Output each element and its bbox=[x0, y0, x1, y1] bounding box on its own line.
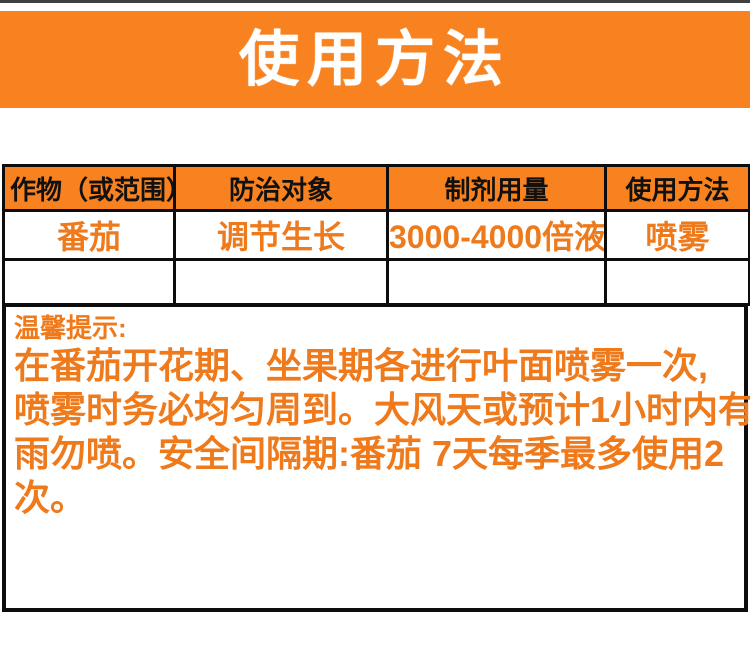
cell-control-target: 调节生长 bbox=[173, 209, 389, 261]
notes-line: 在番茄开花期、坐果期各进行叶面喷雾一次, bbox=[14, 345, 709, 386]
notes-line: 喷雾时务必均匀周到。大风天或预计1小时内有 bbox=[14, 389, 750, 430]
header-control-target: 防治对象 bbox=[173, 164, 389, 212]
table-row-empty bbox=[2, 258, 750, 306]
notes-heading: 温馨提示: bbox=[14, 313, 127, 343]
header-crop: 作物（或范围） bbox=[2, 164, 176, 212]
banner-title: 使用方法 bbox=[239, 25, 511, 93]
cell-empty bbox=[2, 258, 176, 306]
header-usage-method: 使用方法 bbox=[604, 164, 750, 212]
cell-crop: 番茄 bbox=[2, 209, 176, 261]
notes-box: 温馨提示: 在番茄开花期、坐果期各进行叶面喷雾一次, 喷雾时务必均匀周到。大风天… bbox=[2, 303, 750, 612]
cell-empty bbox=[173, 258, 389, 306]
usage-method-banner: 使用方法 bbox=[0, 11, 750, 108]
usage-table: 作物（或范围） 防治对象 制剂用量 使用方法 番茄 调节生长 3000-4000… bbox=[2, 164, 750, 306]
notes-line: 次。 bbox=[14, 477, 87, 518]
notes-line: 雨勿喷。安全间隔期:番茄 7天每季最多使用2 bbox=[14, 433, 725, 474]
header-dosage: 制剂用量 bbox=[386, 164, 607, 212]
cell-empty bbox=[604, 258, 750, 306]
cell-dosage: 3000-4000倍液 bbox=[386, 209, 607, 261]
top-border-strip bbox=[0, 0, 750, 3]
cell-empty bbox=[386, 258, 607, 306]
table-header-row: 作物（或范围） 防治对象 制剂用量 使用方法 bbox=[2, 164, 750, 212]
table-row: 番茄 调节生长 3000-4000倍液 喷雾 bbox=[2, 209, 750, 261]
cell-usage-method: 喷雾 bbox=[604, 209, 750, 261]
